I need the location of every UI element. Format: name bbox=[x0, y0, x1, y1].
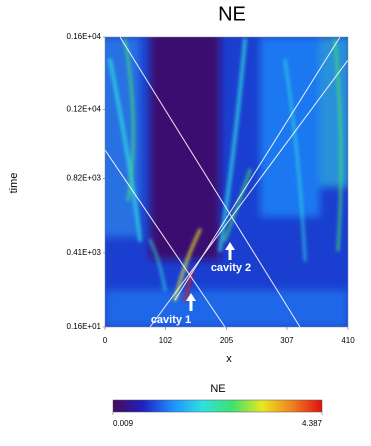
colorbar-tick-label: 0.009 bbox=[113, 419, 134, 428]
y-tick-label: 0.82E+03 bbox=[67, 174, 102, 183]
y-tick-label: 0.16E+01 bbox=[67, 322, 102, 331]
chart-title: NE bbox=[218, 3, 246, 25]
y-tick-label: 0.16E+04 bbox=[67, 32, 102, 41]
annotation: cavity 1 bbox=[151, 314, 191, 326]
y-tick-label: 0.12E+04 bbox=[67, 105, 102, 114]
x-tick-label: 307 bbox=[280, 336, 294, 345]
colorbar-title: NE bbox=[210, 383, 225, 395]
heatmap bbox=[105, 37, 348, 327]
x-tick-label: 102 bbox=[159, 336, 173, 345]
x-tick-label: 410 bbox=[341, 336, 355, 345]
colorbar-tick-label: 4.387 bbox=[302, 419, 323, 428]
y-axis-label: time bbox=[8, 173, 20, 194]
y-tick-label: 0.41E+03 bbox=[67, 248, 102, 257]
annotation: cavity 2 bbox=[211, 262, 251, 274]
colorbar bbox=[112, 399, 323, 413]
x-axis-label: x bbox=[226, 353, 232, 365]
x-tick-label: 205 bbox=[220, 336, 234, 345]
x-tick-label: 0 bbox=[103, 336, 108, 345]
